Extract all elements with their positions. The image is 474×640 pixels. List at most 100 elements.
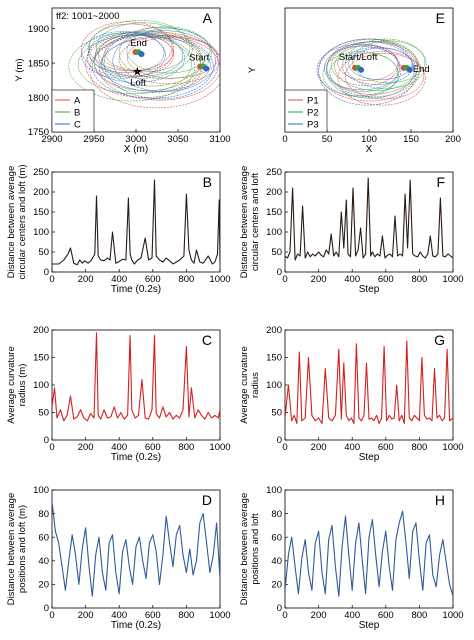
trajectory-loop (87, 20, 193, 79)
legend-label: C (74, 120, 81, 131)
trajectory-loop (352, 40, 426, 84)
loft-marker: ★ (132, 64, 143, 78)
y-axis-label-line: Distance between average (6, 166, 17, 279)
x-tick-label: 200 (311, 274, 327, 285)
trajectory-loop (318, 38, 417, 106)
x-axis-label: Time (0.2s) (111, 620, 161, 631)
y-tick-label: 0 (44, 435, 49, 446)
y-tick-label: 0 (44, 267, 49, 278)
y-tick-label: 1850 (28, 58, 49, 69)
x-tick-label: 200 (78, 274, 94, 285)
trajectory-loop (101, 37, 211, 92)
x-tick-label: 200 (311, 610, 327, 621)
series-line (285, 340, 453, 425)
panel-letter: F (436, 174, 445, 190)
series-line (52, 332, 220, 422)
legend-label: P3 (307, 120, 319, 131)
trajectory-loop (337, 45, 399, 81)
y-tick-label: 150 (33, 207, 49, 218)
y-tick-label: 1900 (28, 24, 49, 35)
y-tick-label: 200 (33, 187, 49, 198)
y-axis-label: Distance between averagepositions and lo… (239, 493, 261, 606)
x-tick-label: 200 (445, 134, 461, 145)
panel-letter: G (434, 332, 445, 348)
trajectory-loop (96, 22, 191, 73)
plot-area (285, 510, 453, 597)
panels-layer: 2900 2950 3000 3050 3100 1750 1800 1850 1900 X (m… (6, 7, 464, 631)
y-tick-label: 150 (33, 353, 49, 364)
y-axis-label-line: Average curvature (6, 346, 17, 423)
y-axis-label-line: Distance between average (239, 493, 250, 606)
x-axis-label: Step (359, 452, 380, 463)
x-tick-label: 1000 (209, 442, 230, 453)
x-tick-label: 3100 (209, 134, 230, 145)
trajectory-loop (326, 38, 420, 98)
y-tick-label: 150 (266, 353, 282, 364)
y-tick-label: 100 (266, 380, 282, 391)
y-axis-label-line: Average curvature (239, 346, 250, 423)
y-tick-label: 50 (38, 408, 49, 419)
x-tick-label: 1000 (442, 610, 463, 621)
plot-area (285, 177, 453, 261)
point-label: Loft (130, 77, 146, 88)
trajectory-loop (88, 32, 165, 73)
y-axis-label-line: Y (m) (14, 58, 25, 81)
plot-frame (51, 329, 221, 441)
x-tick-label: 2900 (41, 134, 62, 145)
y-tick-label: 40 (271, 556, 282, 567)
y-axis-label-line: positions and loft (m) (17, 505, 28, 593)
x-axis-label: X (366, 144, 373, 155)
x-tick-label: 150 (403, 134, 419, 145)
plot-area (316, 38, 427, 106)
trajectory-loop (118, 26, 212, 80)
plot-area (285, 340, 453, 425)
y-tick-label: 100 (33, 227, 49, 238)
y-axis-label-line: radius (m) (17, 364, 28, 407)
trajectory-loop (337, 51, 426, 106)
y-axis-label-line: positions and loft (250, 513, 261, 585)
x-tick-label: 3050 (167, 134, 188, 145)
plot-area (68, 20, 220, 109)
x-axis-label: Time (0.2s) (111, 284, 161, 295)
x-tick-label: 400 (111, 274, 127, 285)
series-c (81, 27, 219, 100)
trajectory-loop (345, 53, 425, 100)
trajectory-loop (323, 45, 400, 91)
y-tick-label: 50 (271, 247, 282, 258)
x-tick-label: 800 (411, 610, 427, 621)
y-tick-label: 80 (38, 509, 49, 520)
x-axis-label: X (m) (124, 144, 148, 155)
y-axis-label: Distance between averagecircular centers… (6, 164, 28, 279)
x-tick-label: 800 (411, 442, 427, 453)
trajectory-loop (92, 34, 214, 99)
legend-label: B (74, 108, 80, 119)
y-tick-label: 250 (33, 167, 49, 178)
y-axis-label-line: Y (247, 66, 258, 73)
x-tick-label: 600 (378, 442, 394, 453)
trajectory-loop (89, 31, 220, 109)
y-tick-label: 60 (38, 532, 49, 543)
x-tick-label: 0 (282, 442, 287, 453)
trajectory-loop (81, 21, 175, 78)
x-tick-label: 600 (145, 610, 161, 621)
trajectory-loop (81, 31, 166, 79)
point-label: Start (189, 53, 209, 64)
panel-a: 2900 2950 3000 3050 3100 1750 1800 1850 1900 X (m… (14, 7, 231, 155)
point-label: Start/Loft (339, 52, 378, 63)
panel-letter: C (202, 332, 212, 348)
panel-f: 0 200 400 600 800 1000 0 50 100 150 200 250 Step Dist… (239, 166, 464, 295)
y-axis-label: Average curvatureradius (m) (6, 346, 28, 423)
panel-b: 0 200 400 600 800 1000 0 50 100 150 200 250 Time (0.… (6, 164, 231, 295)
y-tick-label: 0 (277, 435, 282, 446)
y-axis-label: Y (247, 66, 258, 73)
y-tick-label: 100 (33, 380, 49, 391)
trajectory-loop (126, 28, 211, 74)
x-tick-label: 400 (111, 442, 127, 453)
x-tick-label: 0 (49, 442, 54, 453)
y-axis-label-line: radius (250, 372, 261, 398)
x-tick-label: 1000 (442, 274, 463, 285)
y-axis-label-line: circular centers and loft (250, 173, 261, 272)
y-tick-label: 1750 (28, 127, 49, 138)
y-axis-label-line: Distance between average (239, 166, 250, 279)
